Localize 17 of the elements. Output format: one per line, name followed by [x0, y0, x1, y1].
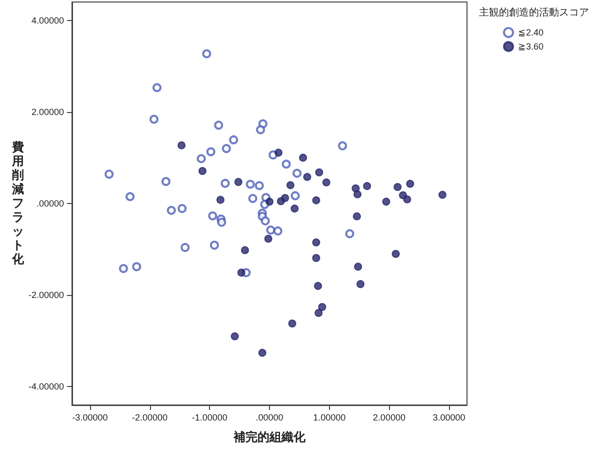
legend-title: 主観的創造的活動スコア: [479, 6, 589, 18]
y-tick-label: 4.00000: [31, 15, 64, 26]
x-tick-label: -1.00000: [192, 412, 228, 422]
x-axis-title: 補完的組織化: [232, 430, 306, 444]
y-tick-label: -4.00000: [28, 382, 64, 392]
x-tick-label: -2.00000: [132, 412, 168, 422]
x-tick-label: 2.00000: [372, 412, 406, 422]
x-tick-label: .00000: [256, 412, 284, 422]
legend-label: ≦2.40: [518, 28, 544, 38]
y-tick-label: 2.00000: [31, 106, 64, 117]
legend-label: ≧3.60: [518, 42, 544, 52]
x-tick-label: 1.00000: [313, 412, 346, 422]
x-tick-label: -3.00000: [72, 412, 108, 422]
text: 費用削減フラット化: [12, 140, 24, 266]
y-tick-label: -2.00000: [28, 290, 64, 300]
x-tick-label: 3.00000: [432, 412, 466, 422]
y-tick-label: .00000: [36, 198, 64, 208]
